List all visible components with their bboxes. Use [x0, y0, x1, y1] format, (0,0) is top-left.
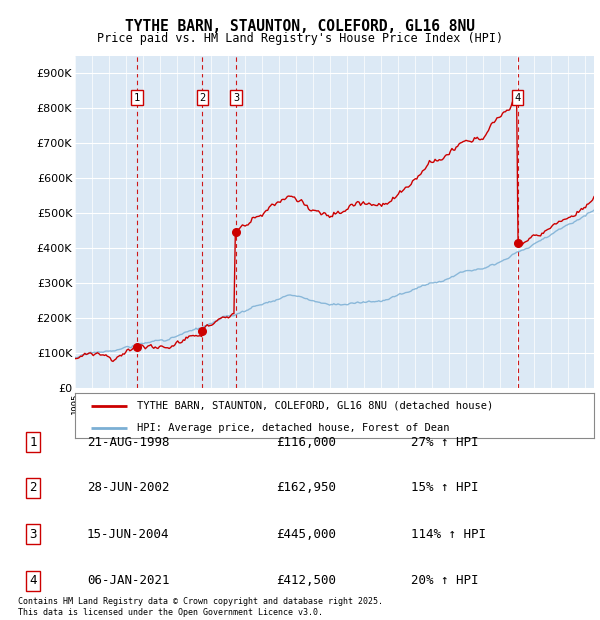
Text: 1: 1 — [134, 93, 140, 103]
Text: £445,000: £445,000 — [276, 528, 336, 541]
Text: Price paid vs. HM Land Registry's House Price Index (HPI): Price paid vs. HM Land Registry's House … — [97, 32, 503, 45]
Text: 27% ↑ HPI: 27% ↑ HPI — [411, 436, 479, 448]
Text: 114% ↑ HPI: 114% ↑ HPI — [411, 528, 486, 541]
Text: TYTHE BARN, STAUNTON, COLEFORD, GL16 8NU (detached house): TYTHE BARN, STAUNTON, COLEFORD, GL16 8NU… — [137, 401, 494, 411]
Text: 21-AUG-1998: 21-AUG-1998 — [87, 436, 170, 448]
Text: 20% ↑ HPI: 20% ↑ HPI — [411, 575, 479, 587]
Text: 15% ↑ HPI: 15% ↑ HPI — [411, 482, 479, 494]
Text: TYTHE BARN, STAUNTON, COLEFORD, GL16 8NU: TYTHE BARN, STAUNTON, COLEFORD, GL16 8NU — [125, 19, 475, 33]
Text: 3: 3 — [29, 528, 37, 541]
Text: £116,000: £116,000 — [276, 436, 336, 448]
Text: Contains HM Land Registry data © Crown copyright and database right 2025.: Contains HM Land Registry data © Crown c… — [18, 597, 383, 606]
Text: 15-JUN-2004: 15-JUN-2004 — [87, 528, 170, 541]
Text: £412,500: £412,500 — [276, 575, 336, 587]
Text: 4: 4 — [514, 93, 521, 103]
Text: £162,950: £162,950 — [276, 482, 336, 494]
Text: 2: 2 — [29, 482, 37, 494]
Text: 1: 1 — [29, 436, 37, 448]
Text: 2: 2 — [199, 93, 206, 103]
Text: 4: 4 — [29, 575, 37, 587]
Text: HPI: Average price, detached house, Forest of Dean: HPI: Average price, detached house, Fore… — [137, 423, 450, 433]
Text: 28-JUN-2002: 28-JUN-2002 — [87, 482, 170, 494]
Text: 3: 3 — [233, 93, 239, 103]
Text: This data is licensed under the Open Government Licence v3.0.: This data is licensed under the Open Gov… — [18, 608, 323, 617]
Text: 06-JAN-2021: 06-JAN-2021 — [87, 575, 170, 587]
